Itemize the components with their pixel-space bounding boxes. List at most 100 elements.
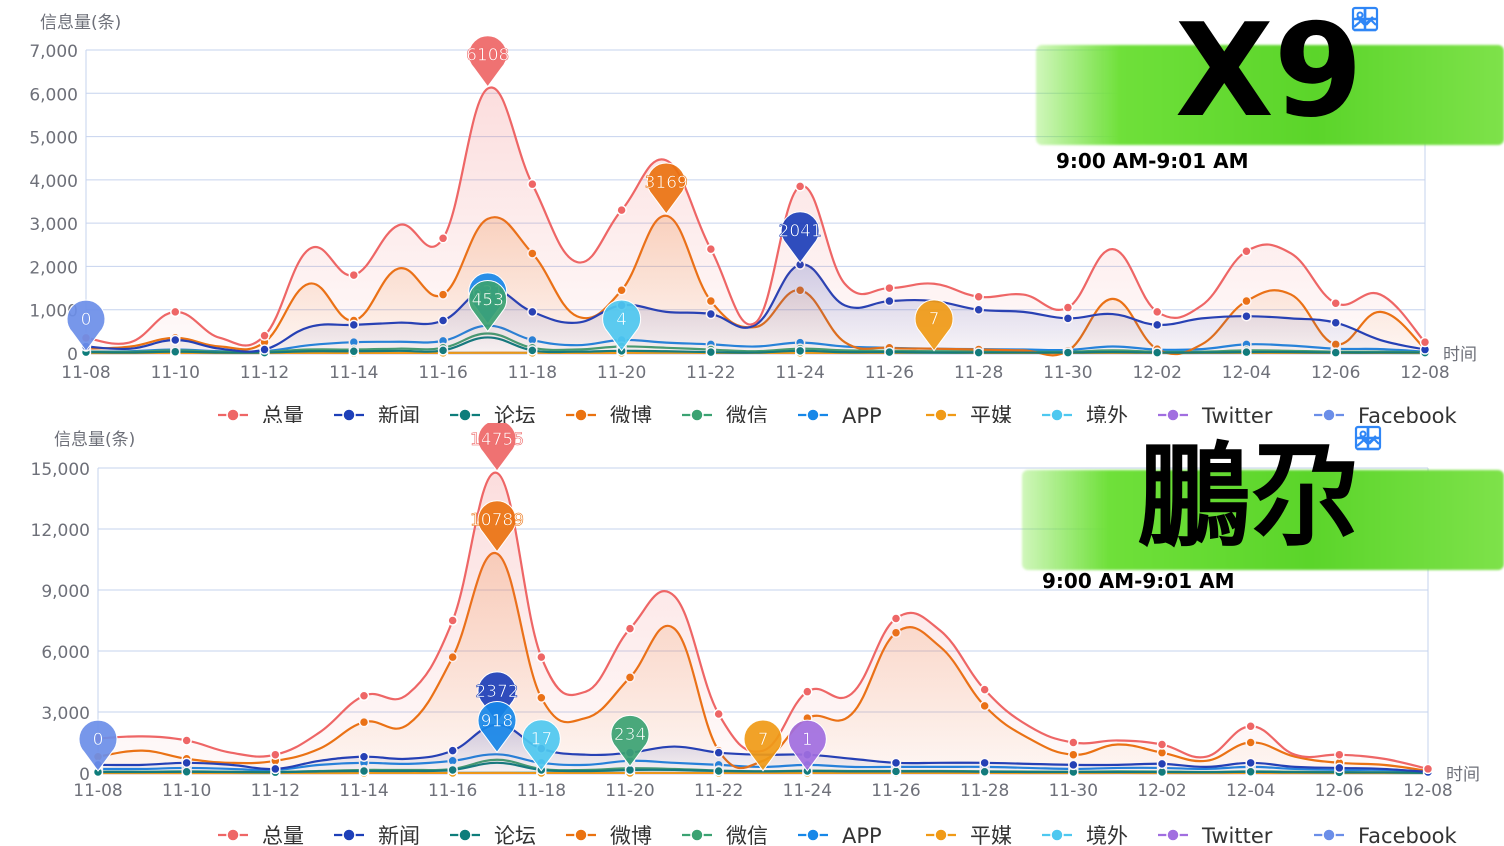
data-point-total[interactable] [713,708,724,720]
marker-label-weibo: 10789 [470,511,524,531]
y-tick-label: 6,000 [41,643,90,663]
marker-pin-overseas[interactable] [602,299,642,352]
legend-item-app[interactable]: APP [798,824,882,846]
marker-pin-news[interactable] [477,671,517,724]
data-point-total[interactable] [1330,297,1341,309]
data-point-total[interactable] [624,623,636,634]
legend-label: 微博 [610,404,652,423]
y-tick-label: 3,000 [29,215,78,235]
legend-label: 平媒 [970,824,1012,846]
x-tick-label: 11-24 [783,781,832,801]
legend-item-overseas[interactable]: 境外 [1042,824,1128,846]
data-point-total[interactable] [1241,246,1252,257]
legend-item-app[interactable]: APP [798,404,882,423]
marker-pin-weibo[interactable] [646,162,686,215]
marker-pin-news[interactable] [780,211,820,264]
x-tick-label: 11-08 [61,363,110,383]
legend-item-weibo[interactable]: 微博 [566,404,652,423]
legend-item-print-media[interactable]: 平媒 [926,824,1012,846]
data-point-total[interactable] [259,330,270,341]
legend-item-wechat[interactable]: 微信 [682,404,768,423]
marker-label-weibo: 3169 [645,173,688,193]
marker-pin-facebook[interactable] [78,719,118,772]
download-icon[interactable] [1357,423,1479,453]
data-point-total[interactable] [447,615,458,626]
legend-symbol [574,828,588,842]
legend-symbol [934,408,948,422]
download-icon[interactable] [1354,4,1476,34]
data-point-total[interactable] [1151,306,1163,318]
data-point-total[interactable] [979,684,990,695]
legend-item-wechat[interactable]: 微信 [682,824,768,846]
x-tick-label: 11-20 [597,363,646,383]
x-tick-label: 12-02 [1137,781,1186,801]
marker-pin-twitter[interactable] [787,719,827,772]
data-point-total[interactable] [536,651,547,663]
x-tick-label: 11-12 [240,363,289,383]
legend-label: 微博 [610,824,652,846]
data-point-total[interactable] [705,243,717,255]
marker-pin-facebook[interactable] [66,299,106,352]
data-point-total[interactable] [1419,336,1431,348]
chart-x9: 01,0002,0003,0004,0005,0006,0007,000信息量(… [29,13,1477,423]
data-point-total[interactable] [358,690,370,701]
data-point-total[interactable] [181,735,192,746]
legend-item-twitter[interactable]: Twitter [1158,404,1273,423]
data-point-total[interactable] [973,291,984,302]
marker-label-overseas: 17 [531,730,553,750]
x-tick-label: 11-24 [775,363,824,383]
data-point-total[interactable] [1062,302,1074,313]
data-point-total[interactable] [794,181,806,192]
data-point-total[interactable] [884,282,895,294]
series-area-total [86,87,1425,353]
data-point-total[interactable] [170,306,181,318]
marker-pin-app[interactable] [477,701,517,754]
marker-pin-print-media[interactable] [743,719,783,772]
legend-item-forum[interactable]: 论坛 [450,404,536,423]
data-point-total[interactable] [1156,739,1168,750]
data-point-total[interactable] [1334,749,1345,760]
legend-item-twitter[interactable]: Twitter [1158,824,1273,846]
marker-label-overseas: 4 [616,310,627,330]
y-tick-label: 12,000 [31,521,90,541]
data-point-total[interactable] [1068,737,1079,748]
legend-label: 微信 [726,404,768,423]
legend-item-forum[interactable]: 论坛 [450,824,536,846]
legend-label: 新闻 [378,404,420,423]
legend-item-overseas[interactable]: 境外 [1042,404,1128,423]
data-point-total[interactable] [890,613,902,624]
marker-pin-overseas[interactable] [521,719,561,772]
data-point-total[interactable] [1422,763,1434,775]
legend-item-total[interactable]: 总量 [218,404,304,423]
data-point-total[interactable] [348,269,360,281]
image-icon[interactable] [1354,423,1431,453]
marker-pin-wechat[interactable] [468,280,508,333]
legend-item-facebook[interactable]: Facebook [1314,404,1458,423]
data-point-total[interactable] [802,686,813,697]
data-point-total[interactable] [437,233,449,244]
image-icon[interactable] [1351,4,1428,34]
legend-label: 平媒 [970,404,1012,423]
data-point-total[interactable] [616,204,627,216]
marker-pin-total[interactable] [477,423,517,472]
legend-item-facebook[interactable]: Facebook [1314,824,1458,846]
data-point-total[interactable] [270,749,281,760]
x-tick-label: 11-22 [694,781,743,801]
x-tick-label: 12-04 [1222,363,1271,383]
chart-panel-peng: 0 3,000 6,000 9,000 12,000 15,000 信息量(条) 时间 11-0… [0,423,1504,846]
marker-label-print-media: 7 [758,730,769,750]
y-tick-label: 1,000 [29,302,78,322]
marker-label-twitter: 1 [802,730,813,750]
marker-pin-weibo[interactable] [477,500,517,553]
marker-pin-total[interactable] [468,35,508,88]
legend-item-news[interactable]: 新闻 [334,824,420,846]
legend-item-news[interactable]: 新闻 [334,404,420,423]
legend-item-total[interactable]: 总量 [218,824,304,846]
data-point-total[interactable] [527,178,538,190]
marker-pin-print-media[interactable] [914,299,954,352]
series-line-total [85,86,1426,347]
legend-item-weibo[interactable]: 微博 [566,824,652,846]
marker-pin-wechat[interactable] [610,714,650,768]
legend-item-print-media[interactable]: 平媒 [926,404,1012,423]
data-point-total[interactable] [1245,720,1256,732]
